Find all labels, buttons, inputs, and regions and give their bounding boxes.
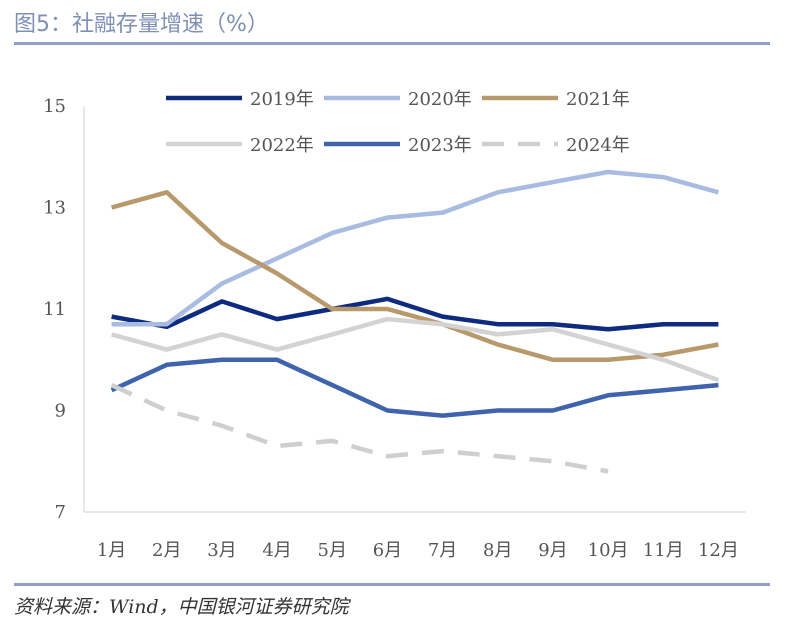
bottom-divider [14, 583, 770, 586]
line-chart: 7 9 11 13 15 1月 2月 3月 4月 5月 6月 7月 8月 9月 10月 11月 12月 2019年… [43, 89, 746, 561]
x-tick-label: 8月 [483, 540, 512, 561]
x-tick-label: 5月 [318, 540, 347, 561]
legend-label-2021年: 2021年 [566, 89, 630, 110]
y-tick-label: 9 [55, 401, 66, 422]
legend-label-2023年: 2023年 [408, 135, 472, 156]
legend-label-2022年: 2022年 [250, 135, 314, 156]
chart-title: 图5：社融存量增速（%） [14, 12, 269, 37]
series-line-2021年 [111, 190, 719, 363]
series-line-2022年 [111, 316, 720, 383]
legend-label-2020年: 2020年 [408, 89, 472, 110]
x-tick-label: 2月 [152, 540, 181, 561]
legend-label-2019年: 2019年 [250, 89, 314, 110]
legend-label-2024年: 2024年 [566, 135, 630, 156]
y-tick-label: 13 [43, 198, 66, 219]
y-tick-label: 7 [55, 502, 66, 523]
series-line-2019年 [111, 296, 719, 332]
x-tick-label: 7月 [428, 540, 457, 561]
x-tick-label: 12月 [698, 540, 739, 561]
y-tick-label: 11 [43, 299, 66, 320]
series-line-2024年 [110, 383, 609, 474]
top-divider [14, 42, 770, 45]
x-tick-label: 9月 [538, 540, 567, 561]
x-tick-label: 3月 [207, 540, 236, 561]
y-tick-label: 15 [43, 96, 66, 117]
x-tick-label: 10月 [588, 540, 629, 561]
series-line-2020年 [111, 169, 719, 327]
source-note: 资料来源：Wind，中国银河证券研究院 [14, 596, 349, 618]
series-line-2023年 [110, 357, 719, 418]
x-tick-label: 1月 [97, 540, 126, 561]
x-tick-label: 4月 [262, 540, 291, 561]
x-tick-label: 6月 [373, 540, 402, 561]
x-tick-label: 11月 [643, 540, 684, 561]
